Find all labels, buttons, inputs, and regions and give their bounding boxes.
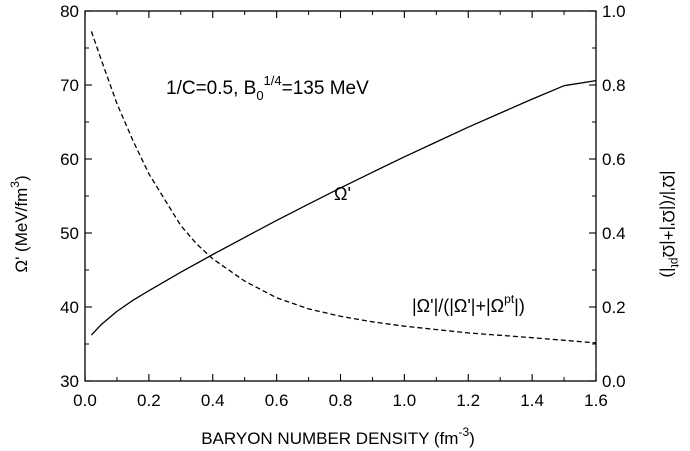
y-left-tick-label: 60 [60,150,79,169]
series-omega-line [90,79,597,336]
x-tick-label: 0.0 [73,391,97,410]
y-left-tick-label: 30 [60,372,79,391]
y-right-tick-label: 0.8 [602,76,626,95]
series-ratio-line [90,31,597,344]
x-tick-label: 1.4 [520,391,544,410]
y-left-tick-label: 80 [60,2,79,21]
curve-label-ratio: |Ω'|/(|Ω'|+|Ωpt|) [412,292,525,316]
y-axis-title-right: |Ω'|/(|Ω'|+|Ωpt|) [659,170,682,277]
x-tick-label: 0.6 [265,391,289,410]
x-tick-label: 0.8 [329,391,353,410]
x-tick-label: 0.2 [137,391,161,410]
chart-annotation: 1/C=0.5, B01/4=135 MeV [166,73,369,103]
chart-series [90,31,597,344]
y-left-tick-label: 40 [60,298,79,317]
y-left-tick-label: 70 [60,76,79,95]
y-left-tick-label: 50 [60,224,79,243]
x-tick-label: 1.2 [456,391,480,410]
x-tick-label: 1.6 [584,391,608,410]
y-right-tick-label: 0.2 [602,298,626,317]
x-axis-title: BARYON NUMBER DENSITY (fm-3) [201,425,475,448]
chart-ticks: 0.0 0.2 0.4 0.6 0.8 1.0 1.2 1.4 1.6 30 40 50 60 70 80 0… [60,2,626,410]
x-tick-label: 0.4 [201,391,225,410]
y-right-tick-label: 0.0 [602,372,626,391]
y-right-tick-label: 1.0 [602,2,626,21]
y-axis-title-left: Ω' (MeV/fm3) [8,175,31,272]
x-tick-label: 1.0 [393,391,417,410]
y-right-tick-label: 0.4 [602,224,626,243]
y-right-tick-label: 0.6 [602,150,626,169]
curve-label-omega: Ω' [334,184,351,204]
